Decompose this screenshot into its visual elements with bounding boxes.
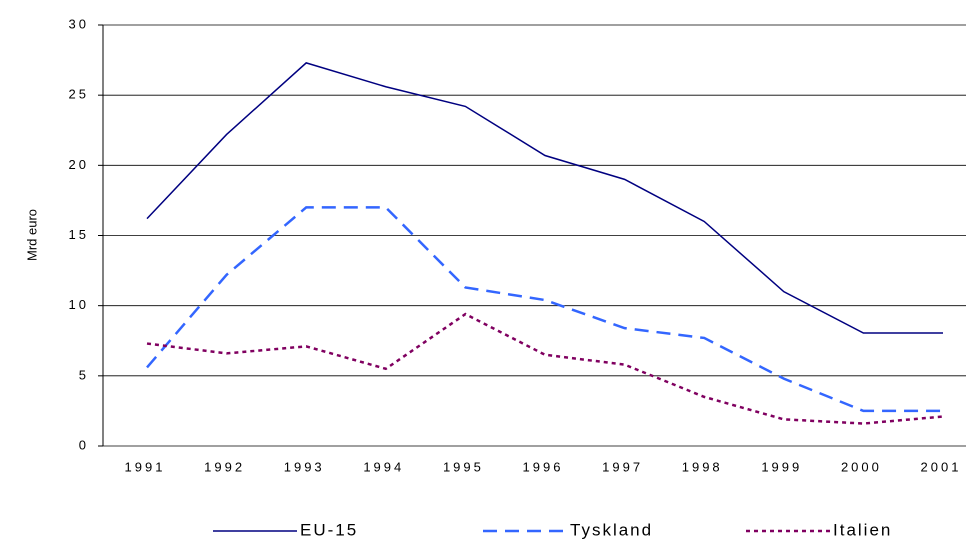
y-tick-label: 30 <box>69 16 89 31</box>
legend-label: EU-15 <box>300 520 358 539</box>
series-line <box>146 62 943 334</box>
y-tick-label: 10 <box>69 297 89 312</box>
legend-label: Italien <box>833 520 892 539</box>
x-tick-label: 2001 <box>921 459 962 474</box>
x-tick-label: 1997 <box>602 459 643 474</box>
y-tick-label: 15 <box>69 227 89 242</box>
x-tick-label: 2000 <box>841 459 882 474</box>
y-tick-label: 25 <box>69 87 89 102</box>
y-axis-label: Mrd euro <box>24 209 39 261</box>
x-tick-label: 1991 <box>125 459 166 474</box>
x-tick-label: 1999 <box>761 459 802 474</box>
y-tick-label: 0 <box>79 437 89 452</box>
x-tick-label: 1995 <box>443 459 484 474</box>
legend-label: Tyskland <box>570 520 653 539</box>
x-tick-label: 1993 <box>284 459 325 474</box>
x-tick-label: 1994 <box>363 459 404 474</box>
series-line <box>146 206 943 413</box>
y-tick-label: 5 <box>79 367 89 382</box>
x-tick-label: 1996 <box>523 459 564 474</box>
series-line <box>146 312 944 425</box>
x-tick-label: 1998 <box>682 459 723 474</box>
y-tick-label: 20 <box>69 157 89 172</box>
x-tick-label: 1992 <box>204 459 245 474</box>
